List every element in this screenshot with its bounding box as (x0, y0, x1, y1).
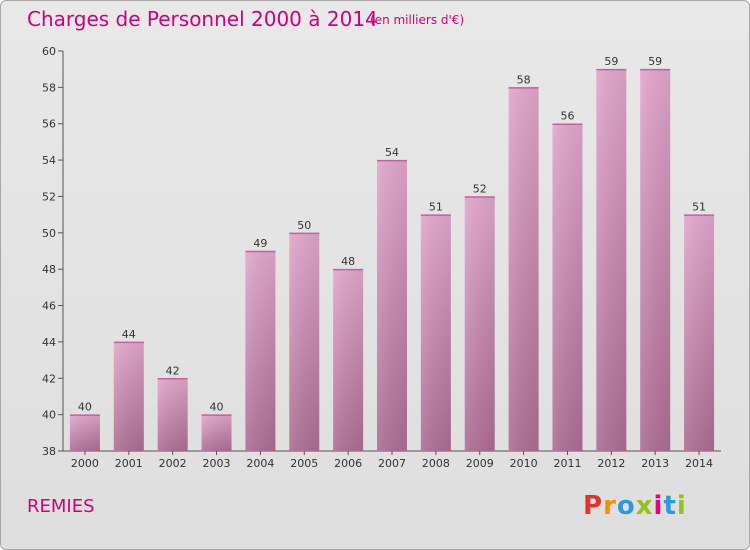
x-tick-label: 2002 (159, 457, 187, 470)
x-tick-label: 2003 (203, 457, 231, 470)
x-tick-label: 2005 (290, 457, 318, 470)
y-tick-label: 50 (42, 227, 56, 240)
proxiti-logo: Proxiti (583, 491, 687, 521)
bar-shade (508, 87, 539, 451)
x-tick-label: 2004 (246, 457, 274, 470)
x-tick-label: 2007 (378, 457, 406, 470)
x-tick-label: 2000 (71, 457, 99, 470)
y-tick-label: 46 (42, 300, 56, 313)
bar-shade (245, 251, 276, 451)
bar-value-label: 40 (210, 401, 224, 414)
x-tick-label: 2011 (553, 457, 581, 470)
y-tick-label: 44 (42, 336, 56, 349)
bar-value-label: 51 (692, 201, 706, 214)
bar-value-label: 51 (429, 201, 443, 214)
bar-shade (420, 214, 451, 451)
x-tick-label: 2008 (422, 457, 450, 470)
bar-shade (289, 232, 320, 451)
bar-value-label: 56 (560, 110, 574, 123)
bar-shade (157, 378, 188, 451)
x-tick-label: 2006 (334, 457, 362, 470)
y-tick-label: 38 (42, 445, 56, 458)
x-tick-label: 2010 (510, 457, 538, 470)
bar-shade (684, 214, 715, 451)
bar-value-label: 40 (78, 401, 92, 414)
bar-value-label: 42 (166, 364, 180, 377)
y-tick-label: 56 (42, 118, 56, 131)
bar-shade (113, 341, 144, 451)
bar-shade (201, 414, 232, 451)
y-tick-label: 58 (42, 81, 56, 94)
x-tick-label: 2009 (466, 457, 494, 470)
bar-shade (377, 160, 407, 451)
y-tick-label: 42 (42, 372, 56, 385)
bar-value-label: 44 (122, 328, 136, 341)
bar-shade (333, 269, 364, 451)
y-tick-label: 60 (42, 45, 56, 58)
commune-name: REMIES (27, 496, 95, 517)
y-tick-label: 54 (42, 154, 56, 167)
bar-shade (69, 414, 100, 451)
bar-value-label: 59 (648, 55, 662, 68)
brand-letter: x (635, 491, 654, 521)
bar-value-label: 59 (604, 55, 618, 68)
bar-shade (552, 123, 583, 452)
x-tick-label: 2012 (597, 457, 625, 470)
bar-shade (596, 69, 627, 451)
brand-letter: o (616, 491, 636, 521)
bar-shade (464, 196, 495, 451)
brand-letter: t (663, 491, 677, 521)
brand-letter: P (583, 491, 604, 521)
brand-letter: i (676, 491, 687, 521)
bar-value-label: 50 (297, 219, 311, 232)
y-tick-label: 48 (42, 263, 56, 276)
y-tick-label: 40 (42, 409, 56, 422)
bar-shade (640, 69, 671, 451)
chart-subtitle: (en milliers d'€) (370, 13, 465, 27)
chart-title: Charges de Personnel 2000 à 2014 (27, 7, 378, 31)
x-tick-label: 2001 (115, 457, 143, 470)
x-tick-label: 2014 (685, 457, 713, 470)
bar-value-label: 48 (341, 255, 355, 268)
x-tick-label: 2013 (641, 457, 669, 470)
bar-value-label: 58 (517, 73, 531, 86)
y-tick-label: 52 (42, 190, 56, 203)
brand-letter: i (653, 491, 664, 521)
bar-value-label: 49 (253, 237, 267, 250)
bar-value-label: 54 (385, 146, 399, 159)
bar-value-label: 52 (473, 182, 487, 195)
brand-letter: r (603, 491, 617, 521)
